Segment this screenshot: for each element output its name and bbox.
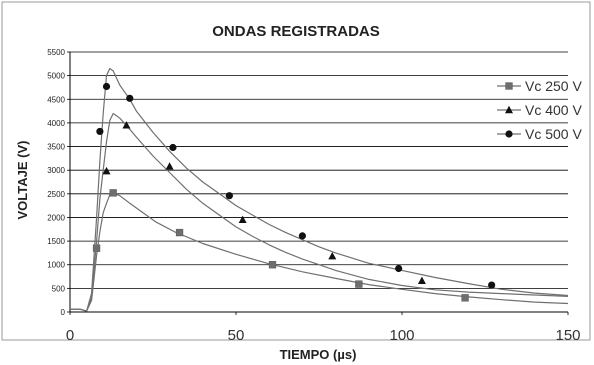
x-tick-label-50: 50: [228, 327, 245, 344]
y-tick-label-1500: 1500: [47, 237, 65, 246]
series-3-point-4: [169, 143, 177, 152]
series-2: [70, 112, 569, 312]
series-2-point-2: [122, 121, 131, 129]
y-tick-label-5500: 5500: [47, 48, 65, 57]
legend-label-1: Vc 250 V: [525, 78, 582, 94]
series-2-point-5: [328, 252, 337, 260]
series-3: [70, 67, 569, 312]
y-axis-title: VOLTAJE (V): [15, 141, 30, 220]
y-tick-label-500: 500: [52, 284, 66, 293]
series-line-2: [70, 112, 569, 312]
legend-marker-1: [505, 82, 513, 90]
y-tick-label-0: 0: [61, 308, 66, 317]
series-3-point-2: [102, 82, 111, 91]
y-tick-label-4000: 4000: [47, 119, 65, 128]
series-2-point-4: [238, 215, 247, 224]
x-tick-label-150: 150: [555, 327, 580, 344]
legend-marker-2: [505, 105, 513, 114]
x-tick-label-100: 100: [389, 327, 414, 344]
series-3-point-3: [126, 94, 134, 102]
legend-label-2: Vc 400 V: [525, 102, 582, 118]
chart-title: ONDAS REGISTRADAS: [212, 23, 380, 40]
y-tick-label-2500: 2500: [47, 190, 65, 199]
series-line-3: [70, 67, 569, 312]
series-1-point-6: [461, 294, 469, 302]
y-tick-label-2000: 2000: [47, 213, 65, 222]
y-tick-label-3000: 3000: [47, 166, 65, 175]
series-1-point-5: [355, 280, 363, 288]
y-tick-label-1000: 1000: [47, 261, 65, 270]
plot-area: 0500100015002000250030003500400045005000…: [47, 48, 580, 344]
x-tick-label-0: 0: [66, 327, 74, 344]
series-2-point-1: [102, 166, 111, 175]
series-3-point-1: [96, 127, 104, 136]
series-2-point-3: [165, 162, 174, 170]
chart-frame: [1, 1, 591, 341]
series-2-point-6: [417, 276, 426, 284]
y-tick-label-4500: 4500: [47, 95, 65, 104]
y-tick-label-5000: 5000: [47, 72, 65, 81]
legend-marker-3: [505, 130, 513, 138]
series-3-point-8: [488, 281, 496, 289]
series-3-point-6: [298, 232, 306, 240]
series-1-point-2: [109, 189, 117, 197]
series-1-point-3: [175, 228, 184, 237]
series-3-point-7: [395, 264, 403, 273]
y-tick-label-3500: 3500: [47, 143, 65, 152]
series-1-point-4: [268, 261, 277, 269]
legend: Vc 250 V Vc 400 V Vc 500 V: [497, 78, 582, 142]
series-3-point-5: [225, 192, 233, 200]
x-axis-title: TIEMPO (µs): [280, 347, 357, 362]
legend-label-3: Vc 500 V: [525, 126, 582, 142]
